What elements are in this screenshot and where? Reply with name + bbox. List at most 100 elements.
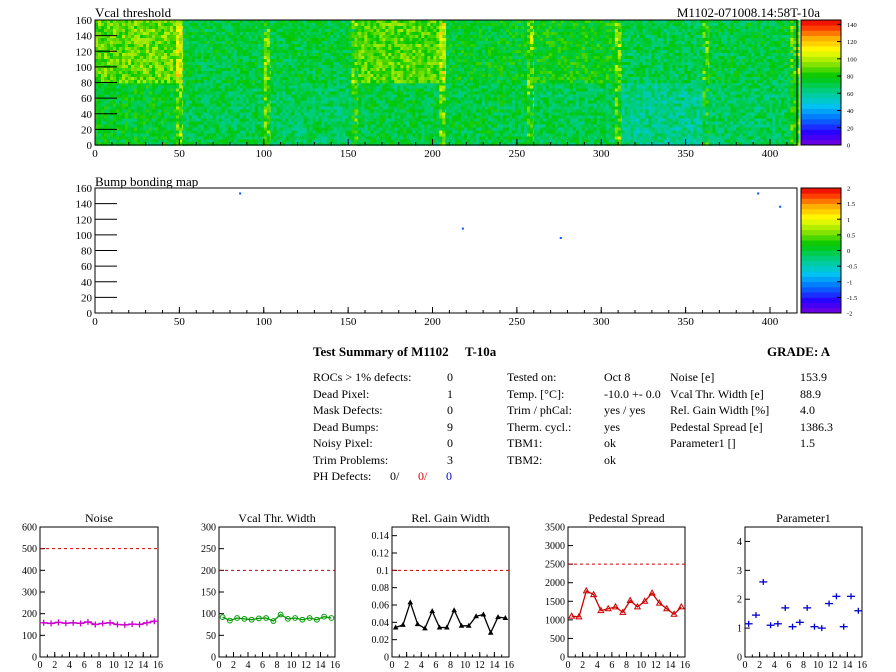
- x-tick-label: 150: [340, 148, 357, 160]
- data-point: [648, 589, 656, 596]
- y-tick-label: 160: [76, 183, 93, 195]
- data-point: [47, 620, 56, 627]
- colorbar-band: [801, 129, 841, 135]
- plot-title: Pedestal Spread: [588, 511, 664, 525]
- result-row-label: Parameter1 []: [670, 436, 736, 450]
- y-tick-label: 1000: [545, 615, 565, 626]
- x-tick-label: 8: [448, 660, 453, 671]
- colorbar-band: [801, 271, 841, 277]
- x-tick-label: 12: [475, 660, 485, 671]
- colorbar-band: [801, 188, 841, 194]
- data-point: [633, 602, 642, 610]
- colorbar-band: [801, 245, 841, 251]
- data-point: [810, 623, 819, 630]
- x-tick-label: 4: [67, 660, 72, 671]
- data-point: [234, 615, 241, 621]
- colorbar-band: [801, 302, 841, 309]
- x-tick-label: 350: [677, 316, 694, 328]
- x-tick-label: 300: [593, 316, 610, 328]
- plot-title: Vcal Thr. Width: [238, 511, 315, 525]
- data-point: [832, 593, 841, 600]
- colorbar-tick-label: 40: [847, 108, 854, 115]
- colorbar-band: [801, 108, 841, 115]
- data-point: [744, 620, 753, 627]
- result-row-label: Rel. Gain Width [%]: [670, 403, 770, 417]
- defect-row-value: 0: [447, 436, 453, 450]
- data-point: [61, 620, 70, 627]
- x-tick-label: 12: [828, 660, 838, 671]
- x-tick-label: 6: [260, 660, 265, 671]
- data-point: [619, 608, 627, 615]
- colorbar-tick-label: 20: [847, 125, 854, 132]
- plot-frame: [744, 526, 863, 658]
- x-tick-label: 14: [665, 660, 675, 671]
- plot-frame: [218, 526, 336, 658]
- plot-title: Parameter1: [776, 511, 831, 525]
- colorbar-band: [801, 139, 841, 146]
- colorbar-band: [801, 25, 841, 31]
- data-point: [83, 618, 92, 625]
- x-tick-label: 14: [489, 660, 499, 671]
- x-tick-label: 14: [316, 660, 326, 671]
- x-tick-label: 16: [153, 660, 163, 671]
- data-point: [255, 615, 262, 622]
- y-tick-label: 400: [22, 566, 37, 577]
- colorbar-band: [801, 276, 841, 283]
- colorbar-tick-label: 0.5: [847, 232, 855, 239]
- x-tick-label: 16: [330, 660, 340, 671]
- y-tick-label: 20: [81, 292, 93, 304]
- y-tick-label: 80: [81, 78, 93, 90]
- data-point: [641, 597, 649, 604]
- result-row-value: 88.9: [800, 386, 821, 401]
- data-point: [414, 621, 421, 627]
- data-point: [663, 604, 671, 612]
- data-point: [480, 611, 487, 617]
- summary-title: Test Summary of M1102: [313, 344, 449, 359]
- colorbar-tick-label: -2: [847, 311, 852, 318]
- colorbar-tick-label: 60: [847, 91, 854, 98]
- x-tick-label: 100: [256, 148, 273, 160]
- condition-row-value: -10.0 +- 0.0: [604, 386, 661, 401]
- x-tick-label: 250: [509, 148, 526, 160]
- x-tick-label: 4: [419, 660, 424, 671]
- data-point: [847, 593, 856, 600]
- colorbar: -2 -1.5 -1 -0.5 0 0.5 1 1.5 2: [800, 186, 857, 318]
- data-point: [106, 619, 115, 626]
- data-point: [611, 602, 620, 610]
- y-tick-label: 0: [737, 653, 742, 664]
- y-tick-label: 300: [201, 523, 216, 534]
- y-tick-label: 60: [81, 93, 93, 105]
- data-point: [839, 623, 848, 630]
- x-tick-label: 300: [593, 148, 610, 160]
- y-tick-label: 60: [81, 261, 93, 273]
- data-point: [817, 625, 826, 632]
- colorbar-band: [801, 72, 841, 78]
- x-tick-label: 6: [609, 660, 614, 671]
- colorbar-band: [801, 286, 841, 293]
- y-tick-label: 0.14: [372, 531, 390, 542]
- x-tick-label: 10: [813, 660, 823, 671]
- y-tick-label: 0: [384, 653, 389, 664]
- data-point: [766, 622, 775, 629]
- data-point: [135, 621, 144, 628]
- y-tick-label: 250: [201, 544, 216, 555]
- colorbar-band: [801, 292, 841, 298]
- x-tick-label: 0: [92, 148, 98, 160]
- y-tick-label: 300: [22, 588, 37, 599]
- data-point: [321, 613, 328, 620]
- y-tick-label: 0.1: [377, 566, 390, 577]
- data-point: [306, 615, 313, 621]
- data-point: [226, 617, 233, 624]
- defect-row-value: 0: [447, 370, 453, 384]
- colorbar-band: [801, 198, 841, 205]
- y-tick-label: 3500: [545, 523, 565, 534]
- data-point: [39, 619, 48, 626]
- x-tick-label: 2: [52, 660, 57, 671]
- y-tick-label: 100: [22, 631, 37, 642]
- y-tick-label: 1500: [545, 597, 565, 608]
- colorbar-tick-label: 2: [847, 186, 850, 193]
- y-tick-label: 500: [22, 544, 37, 555]
- y-tick-label: 4: [737, 537, 742, 548]
- x-tick-label: 16: [680, 660, 690, 671]
- colorbar-tick-label: 80: [847, 74, 854, 81]
